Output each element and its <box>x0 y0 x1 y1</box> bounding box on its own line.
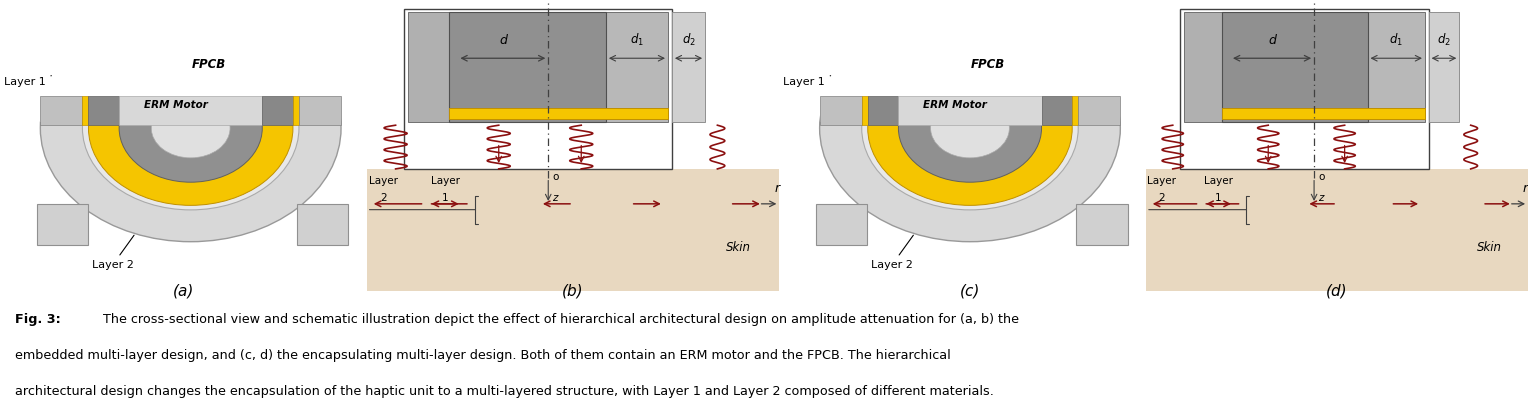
Bar <box>1184 12 1222 122</box>
Text: 1: 1 <box>1215 193 1222 203</box>
Text: Layer: Layer <box>368 176 397 186</box>
Ellipse shape <box>89 51 293 206</box>
Ellipse shape <box>151 99 231 158</box>
Bar <box>293 96 299 125</box>
Text: ERM Motor: ERM Motor <box>923 100 987 110</box>
Text: o: o <box>1319 172 1325 182</box>
Bar <box>819 96 862 125</box>
Text: d: d <box>500 34 507 47</box>
Bar <box>1042 96 1073 125</box>
Text: Layer 2: Layer 2 <box>871 235 914 270</box>
Text: (c): (c) <box>960 284 981 299</box>
Bar <box>37 204 89 245</box>
Text: FPCB: FPCB <box>193 57 226 71</box>
Bar <box>1222 12 1368 122</box>
Bar <box>296 204 348 245</box>
Text: FPCB: FPCB <box>972 57 1005 71</box>
Bar <box>151 0 231 125</box>
Bar <box>299 96 341 125</box>
Bar <box>119 0 263 125</box>
Text: 1: 1 <box>442 193 448 203</box>
Text: (b): (b) <box>562 284 584 299</box>
Text: $d_2$: $d_2$ <box>1436 32 1452 48</box>
Text: Layer 1: Layer 1 <box>3 76 52 87</box>
Bar <box>403 9 672 169</box>
Text: z: z <box>553 193 558 203</box>
Text: $d_1$: $d_1$ <box>1389 32 1403 48</box>
Bar <box>449 12 607 122</box>
Ellipse shape <box>119 74 263 182</box>
Bar <box>83 0 299 122</box>
Bar <box>449 108 668 119</box>
Text: architectural design changes the encapsulation of the haptic unit to a multi-lay: architectural design changes the encapsu… <box>15 385 995 398</box>
Text: Layer: Layer <box>1148 176 1175 186</box>
Text: Skin: Skin <box>1478 241 1502 254</box>
Ellipse shape <box>40 15 341 242</box>
Text: Layer: Layer <box>1204 176 1233 186</box>
Text: r: r <box>775 182 779 195</box>
Bar <box>89 0 293 125</box>
Text: Layer 1: Layer 1 <box>782 76 831 87</box>
Text: embedded multi-layer design, and (c, d) the encapsulating multi-layer design. Bo: embedded multi-layer design, and (c, d) … <box>15 349 950 362</box>
Bar <box>1429 12 1459 122</box>
Text: o: o <box>553 172 559 182</box>
Bar <box>898 0 1042 125</box>
Bar <box>607 12 668 122</box>
Bar <box>1073 96 1079 125</box>
Bar <box>672 12 704 122</box>
Text: $d_2$: $d_2$ <box>681 32 695 48</box>
Text: 2: 2 <box>380 193 387 203</box>
Text: Skin: Skin <box>726 241 750 254</box>
Text: Layer: Layer <box>431 176 460 186</box>
Bar <box>0 0 367 96</box>
Bar <box>898 96 1042 125</box>
Bar <box>1076 204 1128 245</box>
Ellipse shape <box>868 51 1073 206</box>
Text: ERM Motor: ERM Motor <box>144 100 208 110</box>
Ellipse shape <box>862 46 1079 210</box>
Ellipse shape <box>83 46 299 210</box>
Bar <box>40 96 83 125</box>
Bar <box>779 0 1146 96</box>
Text: (a): (a) <box>173 284 194 299</box>
Bar <box>819 0 1120 122</box>
Bar <box>862 96 868 125</box>
Text: Fig. 3:: Fig. 3: <box>15 313 61 326</box>
Text: z: z <box>1319 193 1323 203</box>
Text: d: d <box>1268 34 1276 47</box>
Text: 2: 2 <box>1158 193 1164 203</box>
Text: The cross-sectional view and schematic illustration depict the effect of hierarc: The cross-sectional view and schematic i… <box>99 313 1019 326</box>
Bar <box>83 96 89 125</box>
Bar <box>816 204 868 245</box>
Bar <box>263 96 293 125</box>
Bar <box>1079 96 1120 125</box>
Bar <box>1368 12 1424 122</box>
Ellipse shape <box>819 15 1120 242</box>
Text: r: r <box>1523 182 1528 195</box>
Bar <box>862 0 1079 122</box>
Bar <box>408 12 449 122</box>
Text: (d): (d) <box>1326 284 1348 299</box>
Bar <box>1181 9 1429 169</box>
Text: $d_1$: $d_1$ <box>630 32 643 48</box>
Bar <box>367 169 779 291</box>
Bar <box>931 0 1010 125</box>
Bar <box>868 0 1073 125</box>
Ellipse shape <box>931 99 1010 158</box>
Text: Layer 2: Layer 2 <box>92 235 134 270</box>
Ellipse shape <box>898 74 1042 182</box>
Bar <box>119 96 263 125</box>
Bar <box>89 96 119 125</box>
Bar <box>1146 169 1528 291</box>
Bar <box>40 0 341 122</box>
Bar <box>1222 108 1426 119</box>
Bar <box>868 96 898 125</box>
